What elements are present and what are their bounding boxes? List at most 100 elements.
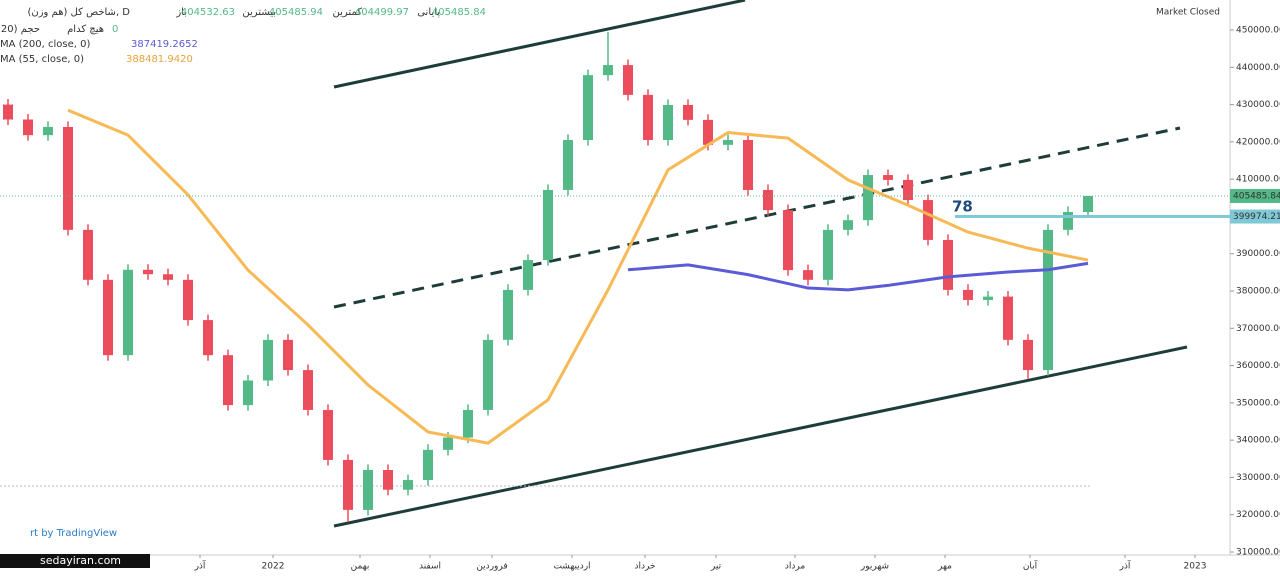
candle-body (743, 140, 753, 190)
high-value: 405485.94 (269, 7, 323, 18)
candle-body (723, 140, 733, 145)
candle-body (463, 409, 473, 438)
candle-body (1043, 229, 1053, 371)
candle-body (683, 104, 693, 120)
candle-body (343, 459, 353, 510)
candle-body (803, 270, 813, 280)
plot (3, 31, 1093, 523)
candle-body (403, 480, 413, 490)
candle-body (123, 269, 133, 356)
moving-average (627, 261, 1089, 292)
x-tick-label: آذر (1119, 560, 1131, 572)
candle-body (903, 179, 913, 201)
level-label: 399974.21 (1233, 212, 1280, 222)
y-tick-label: 420000.00 (1236, 137, 1280, 147)
close-label: پایانی (417, 7, 440, 18)
candle-body (83, 229, 93, 280)
x-tick-label: اردیبهشت (553, 562, 590, 572)
candle-body (363, 469, 373, 510)
y-tick-label: 380000.00 (1236, 287, 1280, 297)
candle-body (643, 94, 653, 141)
candle-body (383, 469, 393, 490)
x-tick-label: مرداد (785, 562, 805, 572)
candle-body (443, 437, 453, 450)
y-tick-label: 320000.00 (1236, 510, 1280, 520)
high-label: بیشترین (242, 7, 276, 18)
source-box (0, 554, 150, 568)
candle-body (303, 370, 313, 410)
candle-body (663, 104, 673, 141)
candle-body (603, 65, 613, 76)
x-tick-label: اسفند (419, 562, 441, 572)
candle-body (963, 289, 973, 300)
candle-body (483, 339, 493, 410)
candle-body (1003, 296, 1013, 340)
trend-line (333, 0, 746, 89)
candle-body (223, 355, 233, 406)
x-tick-label: فروردین (476, 562, 507, 572)
candle-body (43, 126, 53, 136)
x-tick-label: آبان (1023, 560, 1038, 572)
candle-body (543, 189, 553, 261)
candle-body (423, 449, 433, 481)
symbol: شاخص کل (هم وزن), D (27, 7, 130, 18)
last-price-label: 405485.84 (1233, 191, 1280, 201)
close-value: 405485.84 (432, 7, 486, 18)
open-value: 404532.63 (181, 7, 235, 18)
candle-body (883, 175, 893, 180)
candle-body (263, 339, 273, 381)
x-tick-label: تیر (710, 562, 722, 572)
candle-body (703, 119, 713, 145)
last-price-box (1230, 188, 1280, 203)
moving-average (67, 108, 1089, 445)
x-tick-label: 2022 (262, 562, 285, 572)
none-value: 0 (112, 24, 118, 35)
candle-body (523, 260, 533, 290)
market-status: Market Closed (1156, 8, 1220, 18)
ma55-label: MA (55, close, 0) (0, 54, 84, 65)
volume-label: حجم (20) (0, 24, 40, 35)
y-tick-label: 440000.00 (1236, 63, 1280, 73)
legend-header: شاخص کل (هم وزن), D باز 404532.63 بیشتری… (0, 7, 486, 65)
candle-body (843, 220, 853, 230)
candle-body (503, 289, 513, 340)
low-value: 404499.97 (355, 7, 409, 18)
annotation: 78 (952, 198, 973, 216)
low-label: کمترین (333, 7, 363, 18)
candle-body (983, 296, 993, 300)
candle-body (143, 269, 153, 275)
y-tick-label: 310000.00 (1236, 548, 1280, 558)
candle-body (3, 104, 13, 120)
candle-body (583, 75, 593, 141)
none-label: هیچ کدام (67, 24, 104, 35)
candle-body (1063, 211, 1073, 230)
candle-body (863, 175, 873, 221)
ma200-label: MA (200, close, 0) (0, 39, 90, 50)
y-tick-label: 410000.00 (1236, 175, 1280, 185)
trend-line (333, 345, 1188, 528)
x-tick-label: 2023 (1184, 562, 1207, 572)
y-tick-label: 340000.00 (1236, 436, 1280, 446)
candle-body (623, 65, 633, 95)
y-tick-label: 350000.00 (1236, 398, 1280, 408)
candle-body (923, 200, 933, 240)
ma200-value: 387419.2652 (131, 39, 198, 50)
watermark: rt by TradingView (30, 528, 117, 539)
candle-body (163, 274, 173, 280)
ma55-value: 388481.9420 (126, 54, 193, 65)
candle-body (203, 320, 213, 356)
trend-line (333, 126, 1181, 309)
candle-body (243, 380, 253, 406)
candle-body (103, 279, 113, 356)
y-tick-label: 330000.00 (1236, 473, 1280, 483)
candle-body (783, 210, 793, 271)
candle-body (283, 339, 293, 371)
source: sedayiran.com (40, 554, 121, 567)
y-tick-label: 370000.00 (1236, 324, 1280, 334)
candle-body (943, 239, 953, 290)
x-tick-label: شهریور (860, 562, 889, 572)
candle-body (323, 409, 333, 460)
x-tick-label: مهر (937, 562, 952, 572)
